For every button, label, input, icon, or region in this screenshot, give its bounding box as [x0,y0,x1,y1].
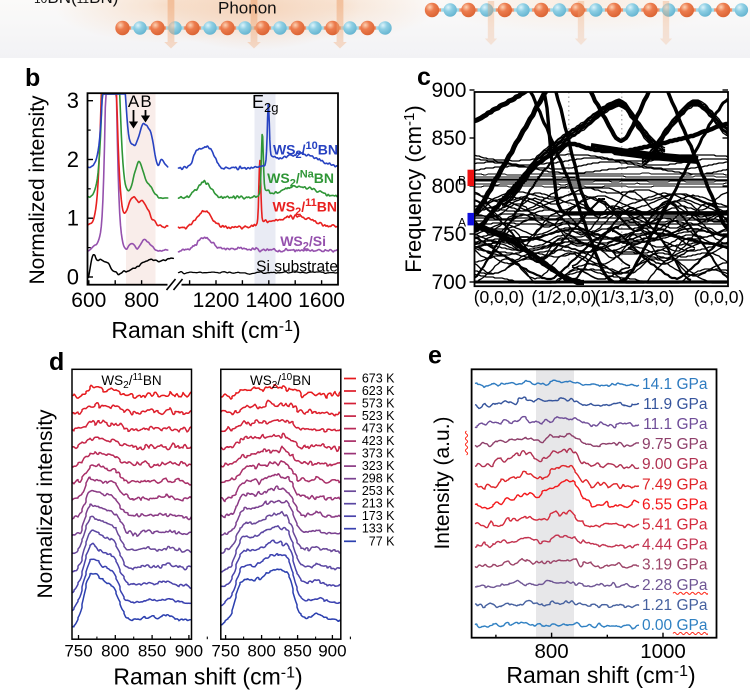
svg-text:600: 600 [71,289,106,312]
svg-text:WS2/11BN: WS2/11BN [101,372,161,391]
svg-text:A: A [128,92,140,111]
svg-text:800: 800 [247,642,275,661]
svg-text:1000: 1000 [640,640,686,663]
svg-text:A: A [458,216,466,230]
svg-text:Intensity (a.u.): Intensity (a.u.) [431,416,454,549]
svg-text:WS2/10BN: WS2/10BN [250,372,311,391]
svg-text:e: e [428,342,442,370]
svg-text:(1/3,1/3,0): (1/3,1/3,0) [595,287,675,307]
svg-text:800: 800 [431,175,466,198]
svg-text:Normalized intensity: Normalized intensity [26,95,49,285]
svg-text:850: 850 [283,642,311,661]
svg-text:14.1 GPa: 14.1 GPa [642,376,708,393]
svg-text:850: 850 [431,127,466,150]
svg-text:750: 750 [431,223,466,246]
svg-text:673 K: 673 K [362,372,395,386]
svg-text:423 K: 423 K [362,434,395,448]
svg-text:3: 3 [67,88,79,113]
svg-text:B: B [458,174,466,188]
svg-text:WS2/11BN: WS2/11BN [273,197,337,218]
svg-text:Si substrate: Si substrate [256,259,338,276]
svg-text:850: 850 [138,642,166,661]
svg-text:253 K: 253 K [362,484,395,498]
svg-text:2.28 GPa: 2.28 GPa [642,577,708,594]
svg-text:1.21 GPa: 1.21 GPa [642,597,708,614]
svg-text:(0,0,0): (0,0,0) [474,287,525,307]
svg-text:9.75 GPa: 9.75 GPa [642,436,708,453]
svg-text:473 K: 473 K [362,422,395,436]
svg-text:0.00 GPa: 0.00 GPa [642,617,708,634]
svg-text:11.9 GPa: 11.9 GPa [643,396,708,413]
svg-text:573 K: 573 K [362,397,395,411]
svg-text:3.19 GPa: 3.19 GPa [642,557,708,574]
svg-text:Raman shift (cm-1): Raman shift (cm-1) [506,662,695,688]
svg-text:1600: 1600 [298,289,345,312]
svg-text:B: B [140,92,151,111]
svg-text:77 K: 77 K [369,534,395,548]
svg-text:900: 900 [175,642,203,661]
svg-text:Raman shift (cm-1): Raman shift (cm-1) [111,317,300,343]
svg-text:900: 900 [431,79,466,102]
svg-text:Frequency (cm-1): Frequency (cm-1) [401,105,426,272]
svg-text:173 K: 173 K [362,509,395,523]
svg-text:4.44 GPa: 4.44 GPa [642,537,708,554]
svg-text:Normalized intensity: Normalized intensity [34,409,57,599]
svg-text:2: 2 [67,147,79,172]
svg-text:WS2/10BN: WS2/10BN [273,140,338,161]
svg-text:11.1 GPa: 11.1 GPa [643,416,708,433]
svg-text:800: 800 [124,289,159,312]
svg-text:900: 900 [318,642,346,661]
svg-text:0: 0 [67,265,79,290]
svg-text:(1/2,0,0): (1/2,0,0) [531,287,596,307]
svg-text:c: c [417,63,431,91]
svg-text:d: d [49,348,64,376]
svg-text:1200: 1200 [193,289,240,312]
svg-text:9.00 GPa: 9.00 GPa [642,456,708,473]
svg-text:7.49 GPa: 7.49 GPa [642,476,708,493]
svg-text:800: 800 [534,640,568,663]
svg-text:323 K: 323 K [362,459,395,473]
svg-text:b: b [25,64,40,92]
svg-text:10BN(11BN): 10BN(11BN) [34,0,118,7]
svg-text:Raman shift (cm-1): Raman shift (cm-1) [113,664,302,690]
svg-text:623 K: 623 K [362,384,395,398]
svg-text:1400: 1400 [245,289,292,312]
svg-text:750: 750 [211,642,239,661]
svg-text:WS2/NaBN: WS2/NaBN [267,169,334,190]
svg-text:(0,0,0): (0,0,0) [694,287,745,307]
svg-text:6.55 GPa: 6.55 GPa [642,496,708,513]
svg-text:700: 700 [431,271,466,294]
svg-text:5.41 GPa: 5.41 GPa [642,517,708,534]
svg-text:373 K: 373 K [362,447,395,461]
svg-text:Phonon: Phonon [218,0,277,18]
svg-text:WS2/Si: WS2/Si [280,233,326,253]
svg-text:523 K: 523 K [362,409,395,423]
svg-text:213 K: 213 K [362,497,395,511]
svg-text:800: 800 [101,642,129,661]
svg-text:750: 750 [64,642,92,661]
svg-text:133 K: 133 K [362,522,395,536]
svg-text:298 K: 298 K [362,472,395,486]
svg-text:1: 1 [67,206,79,231]
